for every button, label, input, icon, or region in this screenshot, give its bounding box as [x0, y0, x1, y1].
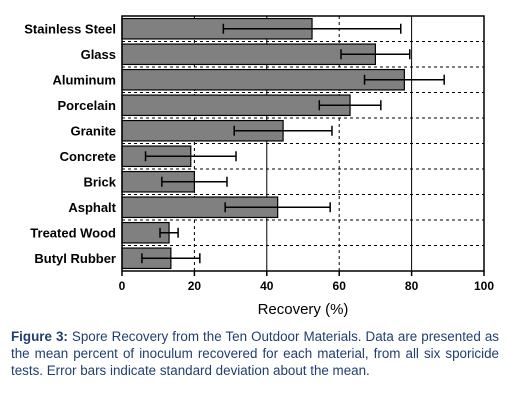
category-label: Glass [81, 47, 116, 62]
x-tick-label: 60 [333, 279, 347, 293]
x-axis-ticks: 0 20 40 60 80 100 [119, 271, 494, 293]
x-tick-label: 100 [474, 279, 494, 293]
bar [121, 43, 376, 66]
category-label: Asphalt [68, 200, 116, 215]
category-label: Aluminum [52, 72, 116, 87]
category-label: Stainless Steel [24, 21, 116, 36]
category-label: Brick [83, 174, 116, 189]
x-tick-label: 80 [405, 279, 419, 293]
error-bars [141, 23, 445, 264]
caption-text: Spore Recovery from the Ten Outdoor Mate… [11, 329, 499, 378]
category-label: Treated Wood [30, 225, 116, 240]
bars [121, 17, 405, 270]
x-axis-title: Recovery (%) [258, 301, 349, 318]
plot-frame [121, 15, 485, 272]
x-tick-label: 20 [188, 279, 202, 293]
category-label: Porcelain [57, 98, 116, 113]
category-label: Concrete [60, 149, 116, 164]
category-label: Butyl Rubber [34, 251, 116, 266]
category-labels: Stainless Steel Glass Aluminum Porcelain Gra… [24, 21, 117, 266]
category-label: Granite [70, 123, 116, 138]
caption-label: Figure 3: [11, 329, 68, 344]
figure-caption: Figure 3: Spore Recovery from the Ten Ou… [11, 328, 499, 379]
bar-chart: Stainless Steel Glass Aluminum Porcelain Gra… [24, 15, 494, 318]
x-tick-label: 40 [260, 279, 274, 293]
bar [121, 68, 405, 91]
x-tick-label: 0 [119, 279, 126, 293]
grid-lines [122, 16, 484, 271]
bar [121, 94, 351, 117]
